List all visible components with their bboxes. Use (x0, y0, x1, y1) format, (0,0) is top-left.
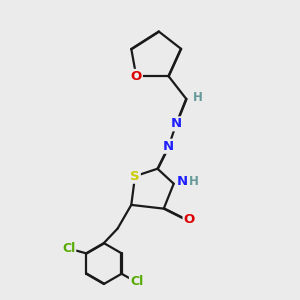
Text: N: N (171, 117, 182, 130)
Text: S: S (130, 170, 140, 183)
Text: O: O (131, 70, 142, 83)
Text: Cl: Cl (130, 275, 143, 288)
Text: N: N (163, 140, 174, 153)
Text: H: H (189, 175, 199, 188)
Text: N: N (177, 175, 188, 188)
Text: O: O (184, 213, 195, 226)
Text: Cl: Cl (62, 242, 75, 255)
Text: H: H (193, 91, 202, 104)
